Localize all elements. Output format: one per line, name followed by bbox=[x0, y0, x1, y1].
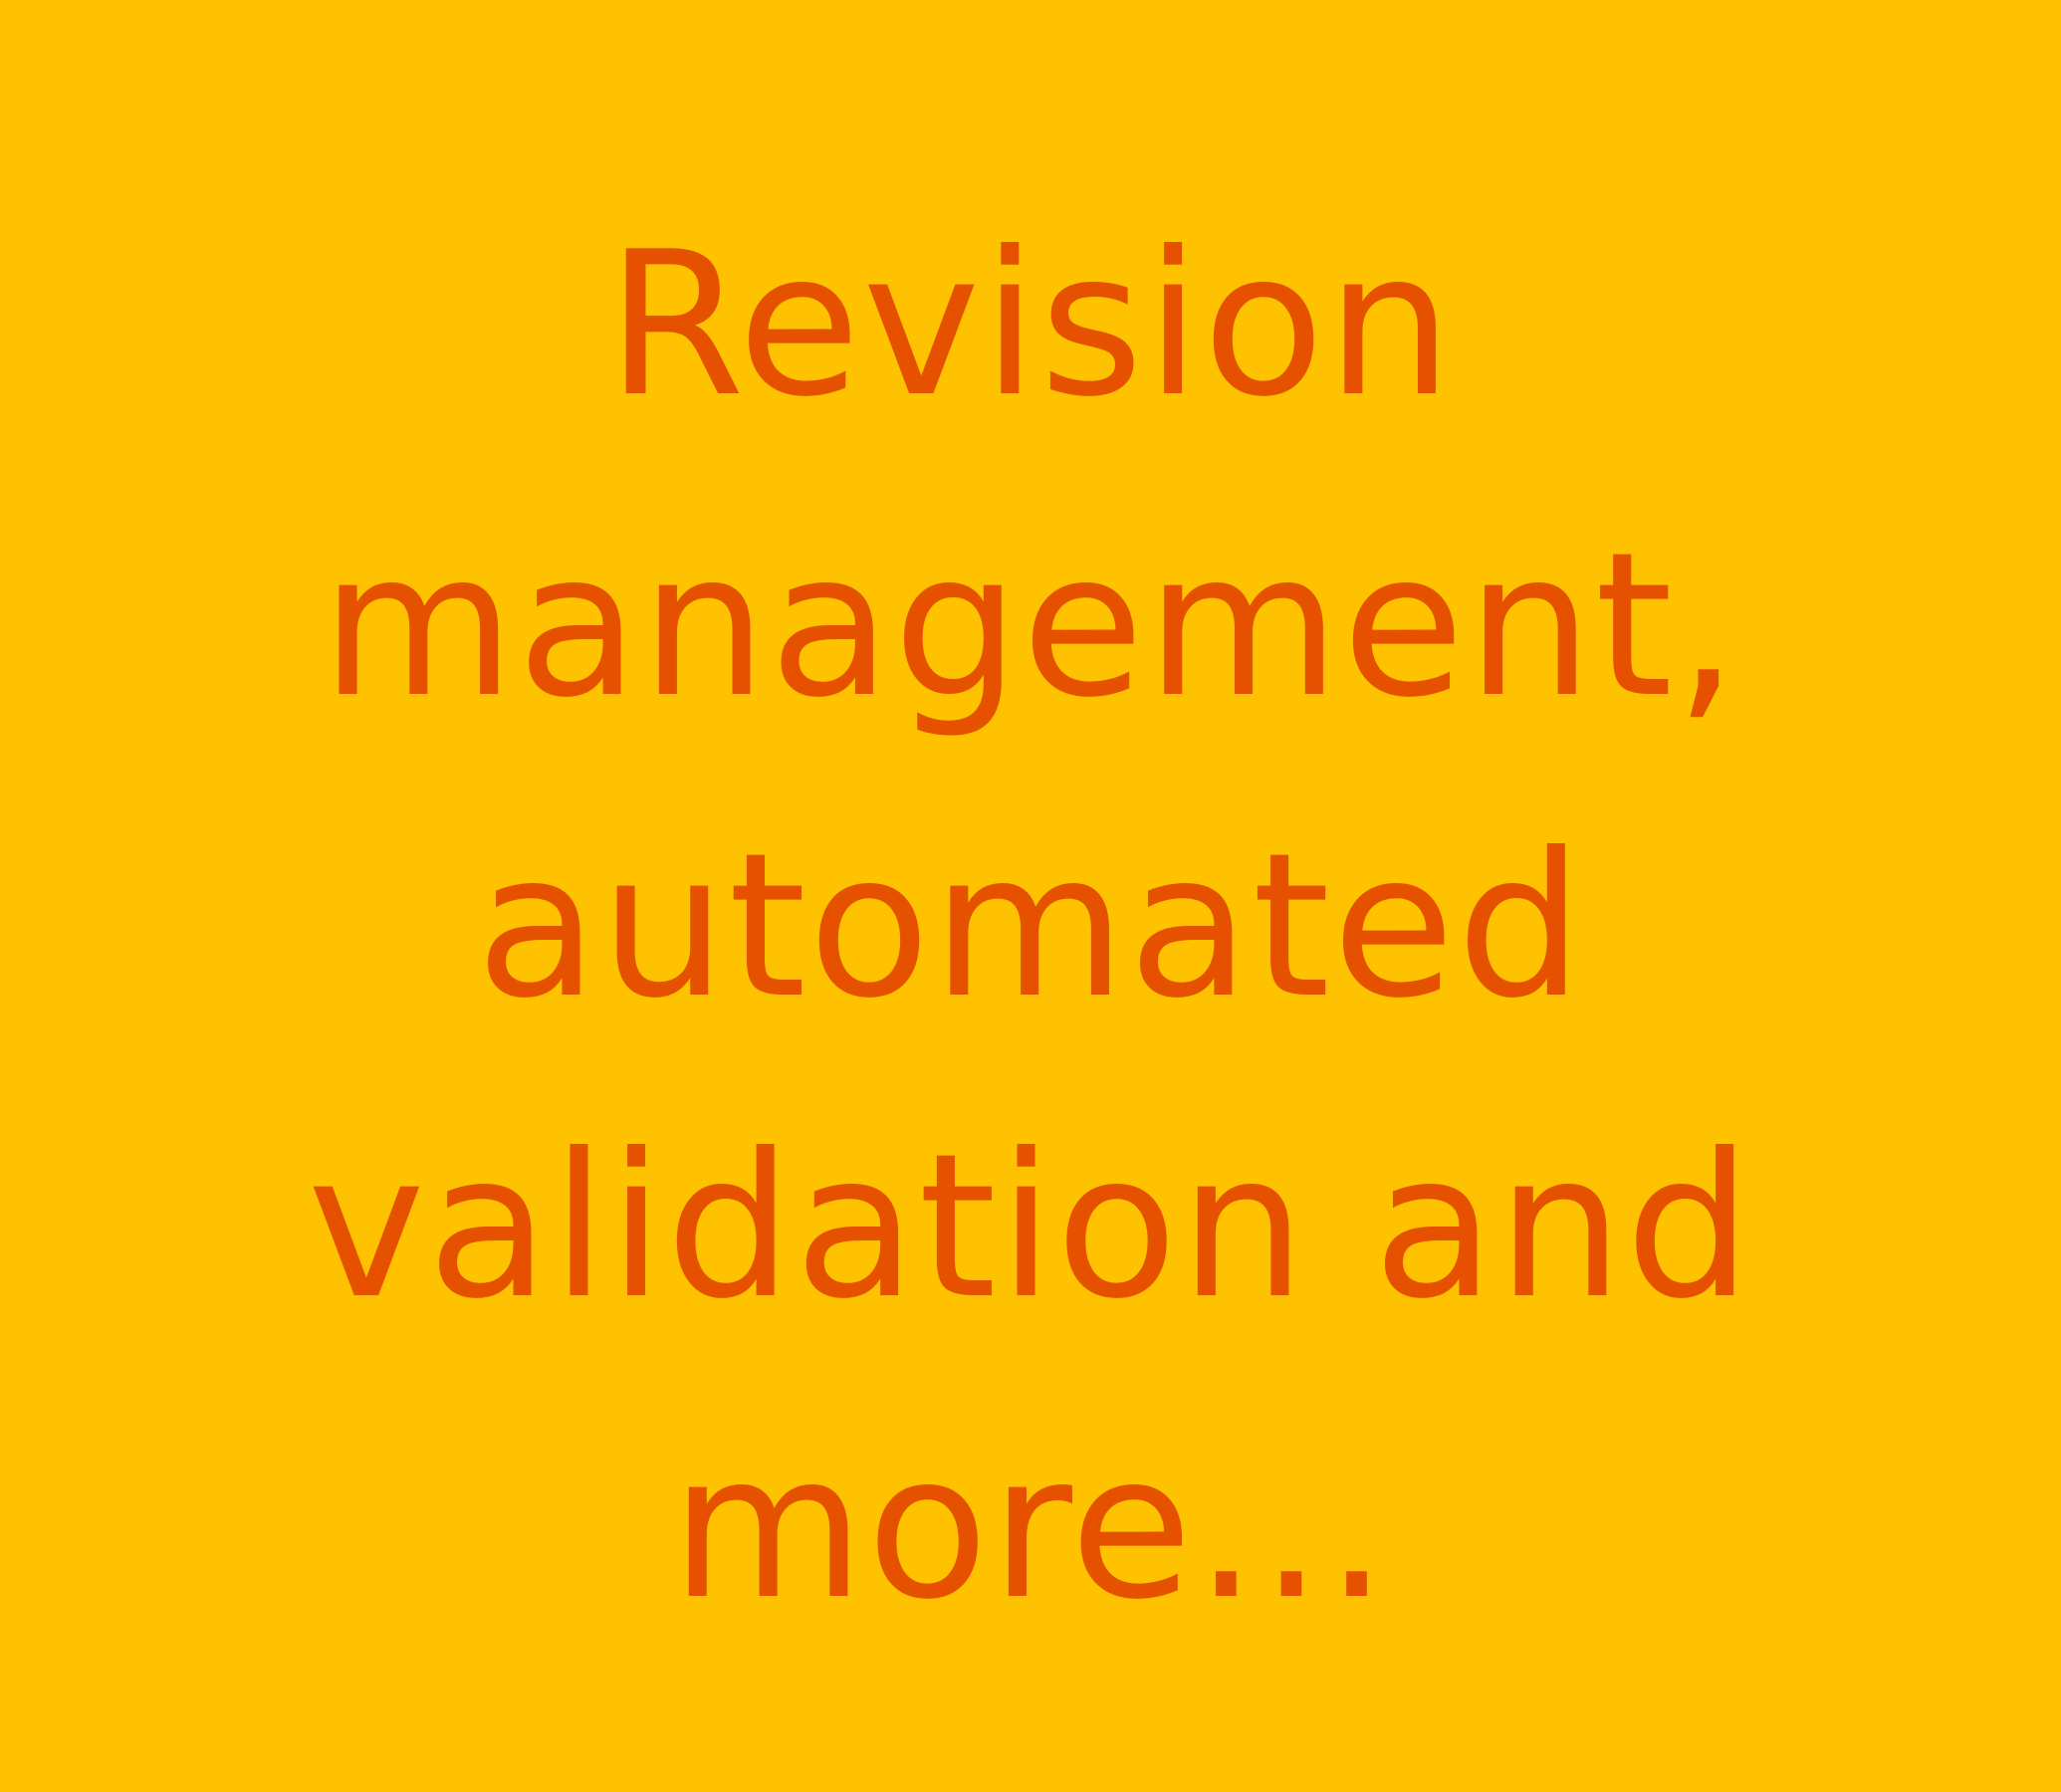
headline-line-5: more... bbox=[670, 1412, 1391, 1644]
headline-line-2: management, bbox=[321, 510, 1740, 742]
slide-headline: Revision management, automated validatio… bbox=[0, 175, 2061, 1679]
headline-line-3: automated bbox=[476, 810, 1585, 1042]
headline-line-1: Revision bbox=[606, 209, 1455, 441]
headline-line-4: validation and bbox=[307, 1111, 1754, 1343]
